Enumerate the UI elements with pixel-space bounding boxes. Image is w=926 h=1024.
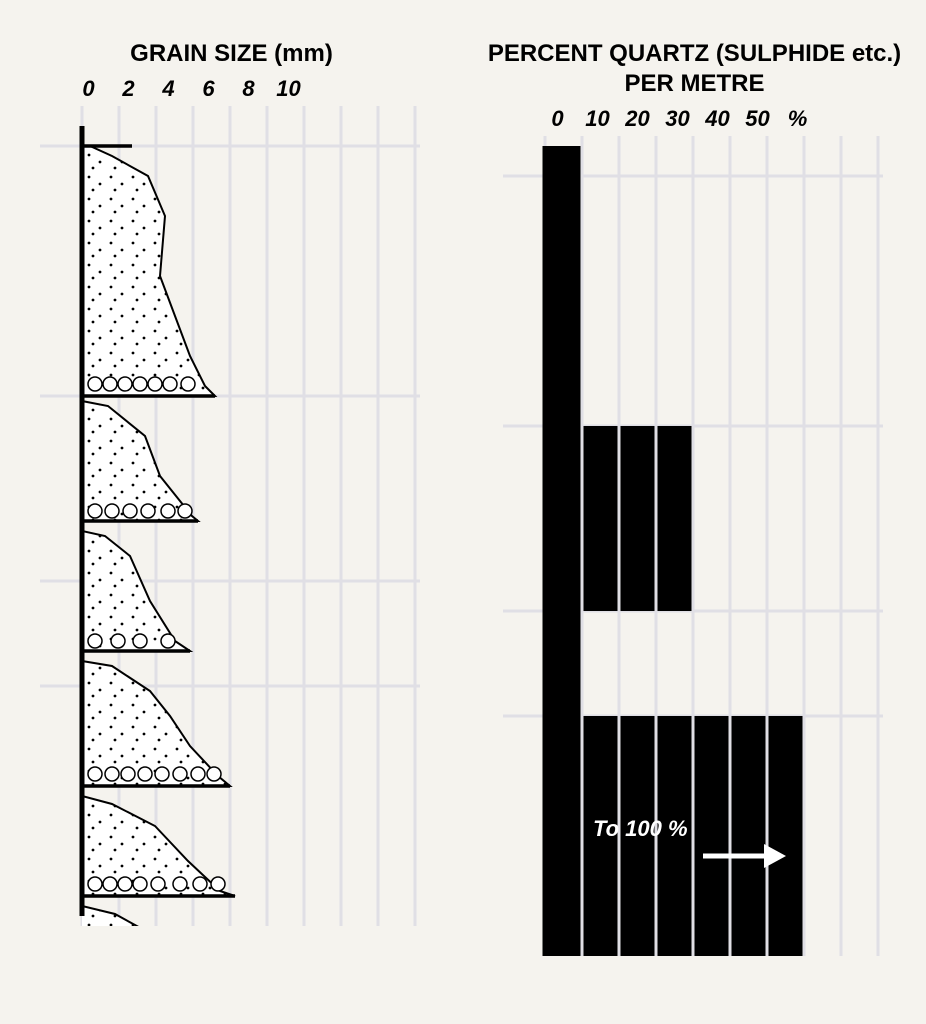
axis-tick-label: 10 [270,76,307,102]
axis-tick-label: % [779,106,816,132]
axis-tick-label: 6 [190,76,227,102]
grain-size-panel: GRAIN SIZE (mm) 0246810 [20,40,443,956]
right-title-2: PER METRE [483,70,906,98]
axis-tick-label: 30 [659,106,696,132]
axis-tick-label: 40 [699,106,736,132]
axis-tick-label: 20 [619,106,656,132]
left-axis-labels: 0246810 [20,76,443,102]
right-axis-labels: 01020304050% [483,106,906,132]
grain-size-profile [40,106,420,926]
left-chart-area [40,106,443,926]
axis-tick-label: 0 [539,106,576,132]
right-chart-area: To 100 % [503,136,906,956]
axis-tick-label: 4 [150,76,187,102]
axis-tick-label: 50 [739,106,776,132]
axis-tick-label: 8 [230,76,267,102]
axis-tick-label: 0 [70,76,107,102]
axis-tick-label: 10 [579,106,616,132]
left-title: GRAIN SIZE (mm) [20,40,443,68]
right-title-1: PERCENT QUARTZ (SULPHIDE etc.) [483,40,906,68]
axis-tick-label: 2 [110,76,147,102]
percent-quartz-panel: PERCENT QUARTZ (SULPHIDE etc.) PER METRE… [483,40,906,956]
percent-quartz-bars [503,136,883,956]
to-100-label: To 100 % [593,816,688,842]
